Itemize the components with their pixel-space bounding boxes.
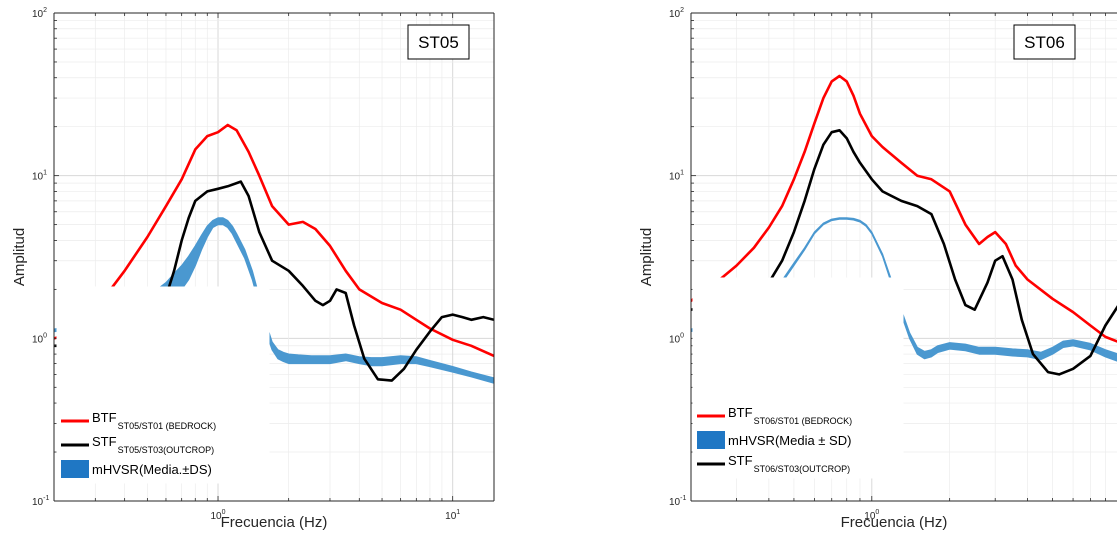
legend-subscript: ST05/ST01 (BEDROCK)	[118, 421, 217, 431]
y-tick-base: 10	[669, 9, 681, 20]
y-tick-exponent: -1	[43, 495, 49, 502]
y-tick-base: 10	[32, 9, 44, 20]
y-tick-exponent: 1	[43, 170, 47, 177]
station-annotation: ST05	[407, 24, 470, 60]
station-label: ST05	[418, 33, 459, 52]
y-tick-exponent: 1	[680, 170, 684, 177]
y-axis-label: Amplitud	[638, 228, 655, 286]
stf-line	[691, 129, 1117, 376]
y-tick-base: 10	[32, 497, 44, 508]
y-tick-exponent: 0	[680, 332, 684, 339]
station-box	[407, 24, 470, 60]
legend-subscript: ST06/ST03(OUTCROP)	[754, 464, 851, 474]
y-tick-label: 100	[669, 332, 684, 345]
y-tick-base: 10	[32, 334, 44, 345]
y-tick-label: 101	[669, 170, 684, 183]
legend: BTFST05/ST01 (BEDROCK)STFST05/ST03(OUTCR…	[56, 286, 270, 484]
station-label: ST06	[1024, 33, 1065, 52]
y-tick-exponent: -1	[680, 495, 686, 502]
y-axis-label: Amplitud	[11, 228, 28, 286]
axes	[53, 12, 495, 502]
y-tick-base: 10	[669, 172, 681, 183]
legend-label-hvsr: mHVSR(Media.±DS)	[92, 462, 212, 477]
x-tick-label: 101	[445, 509, 460, 522]
station-box	[1013, 24, 1076, 60]
y-tick-base: 10	[669, 497, 681, 508]
y-tick-label: 100	[32, 332, 47, 345]
legend-swatch-hvsr	[697, 431, 725, 449]
y-tick-label: 102	[669, 7, 684, 20]
btf-line	[54, 123, 494, 358]
y-tick-base: 10	[32, 172, 44, 183]
legend: BTFST06/ST01 (BEDROCK) mHVSR(Media ± SD) S…	[692, 277, 904, 479]
legend-box	[692, 277, 904, 479]
legend-subscript: ST06/ST01 (BEDROCK)	[754, 416, 853, 426]
y-tick-exponent: 0	[43, 332, 47, 339]
legend-swatch-hvsr	[61, 460, 89, 478]
legend-name: STF	[728, 453, 753, 468]
legend-label-stf: STFST05/ST03(OUTCROP)	[92, 434, 214, 455]
x-axis-label: Frecuencia (Hz)	[841, 514, 948, 531]
legend-label-stf: STFST06/ST03(OUTCROP)	[728, 453, 850, 474]
x-tick-exponent: 1	[456, 509, 460, 516]
x-axis-label: Frecuencia (Hz)	[221, 514, 328, 531]
y-tick-label: 10-1	[32, 495, 49, 508]
y-tick-label: 101	[32, 170, 47, 183]
y-tick-base: 10	[669, 334, 681, 345]
station-annotation: ST06	[1013, 24, 1076, 60]
hvsr-band	[691, 217, 1117, 362]
legend-label-hvsr: mHVSR(Media ± SD)	[728, 433, 851, 448]
x-tick-base: 10	[445, 511, 457, 522]
x-tick-base: 10	[211, 511, 223, 522]
legend-name: BTF	[728, 405, 753, 420]
legend-label-btf: BTFST05/ST01 (BEDROCK)	[92, 410, 216, 431]
legend-subscript: ST05/ST03(OUTCROP)	[118, 445, 215, 455]
x-tick-label: 100	[864, 509, 879, 522]
legend-name: mHVSR(Media.±DS)	[92, 462, 212, 477]
data-marks	[691, 74, 1117, 376]
x-tick-base: 10	[864, 511, 876, 522]
y-tick-exponent: 2	[680, 7, 684, 14]
y-tick-exponent: 2	[43, 7, 47, 14]
x-tick-exponent: 0	[222, 509, 226, 516]
x-tick-label: 100	[211, 509, 226, 522]
x-tick-exponent: 0	[875, 509, 879, 516]
legend-name: STF	[92, 434, 117, 449]
legend-label-btf: BTFST06/ST01 (BEDROCK)	[728, 405, 852, 426]
btf-line	[691, 74, 1117, 343]
legend-name: mHVSR(Media ± SD)	[728, 433, 851, 448]
y-tick-label: 10-1	[669, 495, 686, 508]
legend-name: BTF	[92, 410, 117, 425]
y-tick-label: 102	[32, 7, 47, 20]
legend-box	[56, 286, 270, 484]
